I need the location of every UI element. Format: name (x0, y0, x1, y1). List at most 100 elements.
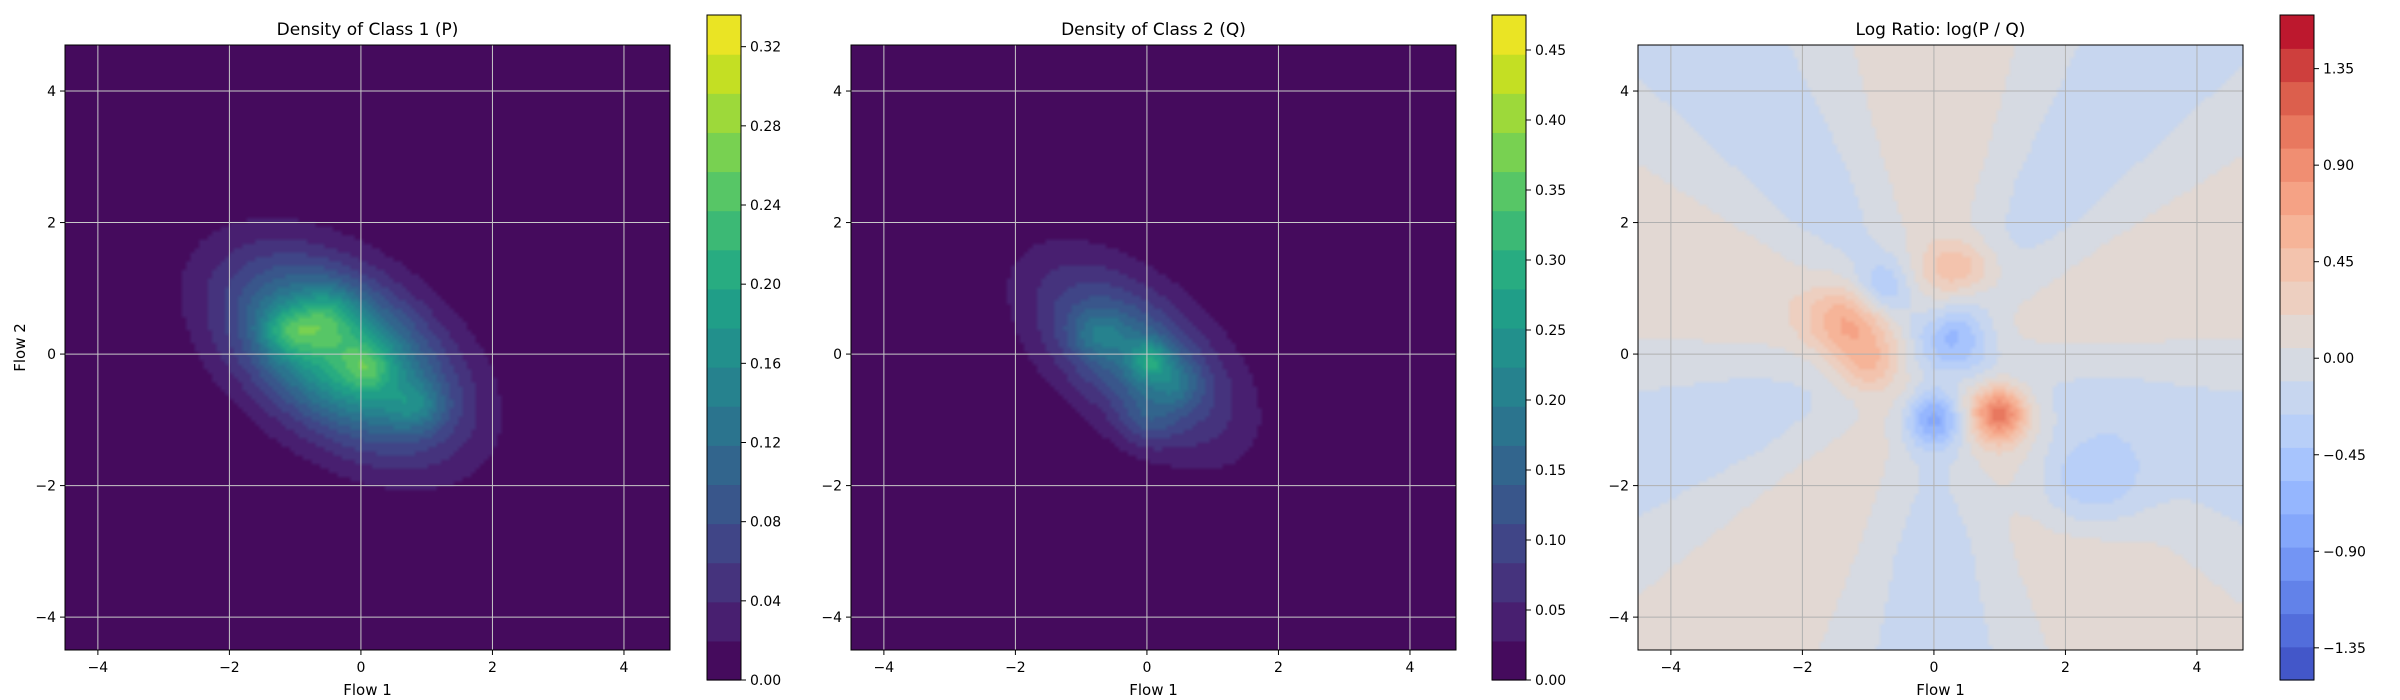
y-tick-label: 0 (47, 347, 56, 363)
heatmap-field-1 (65, 45, 670, 650)
colorbar-tick-label: 0.15 (1535, 463, 1566, 479)
colorbar-band (1492, 210, 1526, 251)
colorbar-band (707, 484, 741, 525)
colorbar-band (707, 640, 741, 681)
colorbar-tick-label: 0.08 (750, 515, 781, 531)
colorbar-tick-label: 0.16 (750, 356, 781, 372)
colorbar-band (1492, 523, 1526, 564)
colorbar-frame (1491, 14, 1527, 681)
colorbar-tick-label: −1.35 (2323, 641, 2366, 657)
y-tick-label: 4 (833, 84, 842, 100)
y-tick-label: −4 (1608, 610, 1629, 626)
colorbar-tick-label: 0.04 (750, 594, 781, 610)
colorbar-tick-label: 0.45 (1535, 43, 1566, 59)
colorbar-band (1492, 484, 1526, 525)
colorbar-band (1492, 327, 1526, 368)
colorbar-band (707, 93, 741, 133)
y-axis-label: Flow 2 (11, 323, 29, 372)
colorbar-band (707, 210, 741, 251)
colorbar-band (2280, 81, 2314, 116)
colorbar-frame (706, 14, 742, 681)
y-tick-label: 2 (833, 216, 842, 232)
heatmap-field-3 (1638, 45, 2243, 650)
x-tick-label: 2 (488, 660, 497, 676)
colorbar-band (2280, 580, 2314, 615)
x-tick-label: 2 (2061, 660, 2070, 676)
x-axis-label: Flow 1 (1916, 681, 1965, 699)
colorbar-tick-label: 0.25 (1535, 323, 1566, 339)
colorbar-band (1492, 406, 1526, 446)
colorbar-tick-label: 0.20 (1535, 393, 1566, 409)
colorbar-band (2280, 447, 2314, 482)
colorbar-band (2280, 414, 2314, 448)
heatmap-field-2 (851, 45, 1456, 650)
colorbar-band (707, 132, 741, 173)
colorbar-band (2280, 148, 2314, 182)
colorbar-tick-label: 0.00 (750, 673, 781, 689)
colorbar-tick-label: 0.35 (1535, 183, 1566, 199)
y-tick-label: 2 (1620, 216, 1629, 232)
y-tick-label: −4 (821, 610, 842, 626)
x-tick-label: −2 (1792, 660, 1813, 676)
colorbar-tick-label: 0.90 (2323, 158, 2354, 174)
chart-title: Density of Class 2 (Q) (1061, 20, 1246, 40)
colorbar-tick-label: 0.05 (1535, 603, 1566, 619)
colorbar-band (1492, 445, 1526, 486)
x-tick-label: 0 (1142, 660, 1151, 676)
colorbar-band (1492, 15, 1526, 55)
colorbar-band (1492, 601, 1526, 642)
colorbar-band (1492, 562, 1526, 603)
colorbar-band (707, 445, 741, 486)
colorbar-band (2280, 48, 2314, 83)
colorbar-band (1492, 132, 1526, 173)
colorbar-band (707, 249, 741, 290)
colorbar-tick-label: 0.10 (1535, 533, 1566, 549)
colorbar-band (1492, 640, 1526, 681)
colorbar-band (1492, 171, 1526, 212)
colorbar-band (707, 288, 741, 329)
colorbar-band (707, 367, 741, 407)
x-tick-label: 4 (620, 660, 629, 676)
colorbar-band (707, 15, 741, 55)
colorbar-tick-label: 0.00 (1535, 673, 1566, 689)
colorbar-tick-label: 0.24 (750, 198, 781, 214)
x-tick-label: 0 (356, 660, 365, 676)
colorbar-band (707, 406, 741, 446)
colorbar-frame (2279, 14, 2315, 681)
colorbar-tick-label: 0.20 (750, 277, 781, 293)
colorbar-band (2280, 480, 2314, 515)
plot-frame (1637, 44, 2244, 651)
colorbar-tick-label: 0.45 (2323, 255, 2354, 271)
colorbar-band (2280, 613, 2314, 648)
colorbar-band (2280, 547, 2314, 581)
colorbar-tick-label: 0.32 (750, 40, 781, 56)
colorbar-band (2280, 114, 2314, 149)
colorbar-band (2280, 214, 2314, 249)
colorbar-band (2280, 380, 2314, 415)
x-tick-label: 4 (1406, 660, 1415, 676)
x-tick-label: 2 (1274, 660, 1283, 676)
x-tick-label: −2 (219, 660, 240, 676)
chart-title: Density of Class 1 (P) (277, 20, 459, 40)
y-tick-label: 0 (833, 347, 842, 363)
colorbar-tick-label: −0.45 (2323, 448, 2366, 464)
colorbar-band (707, 562, 741, 603)
colorbar-band (707, 601, 741, 642)
colorbar-band (2280, 646, 2314, 681)
y-tick-label: −4 (35, 610, 56, 626)
x-tick-label: 4 (2193, 660, 2202, 676)
y-tick-label: −2 (821, 479, 842, 495)
colorbar-tick-label: 1.35 (2323, 62, 2354, 78)
colorbar-tick-label: 0.30 (1535, 253, 1566, 269)
y-tick-label: 2 (47, 216, 56, 232)
colorbar-band (1492, 367, 1526, 407)
y-tick-label: −2 (35, 479, 56, 495)
y-tick-label: 0 (1620, 347, 1629, 363)
x-tick-label: −4 (1661, 660, 1682, 676)
colorbar-band (707, 523, 741, 564)
colorbar-tick-label: 0.40 (1535, 113, 1566, 129)
colorbar-tick-label: −0.90 (2323, 544, 2366, 560)
plot-frame (64, 44, 671, 651)
colorbar-band (2280, 281, 2314, 315)
